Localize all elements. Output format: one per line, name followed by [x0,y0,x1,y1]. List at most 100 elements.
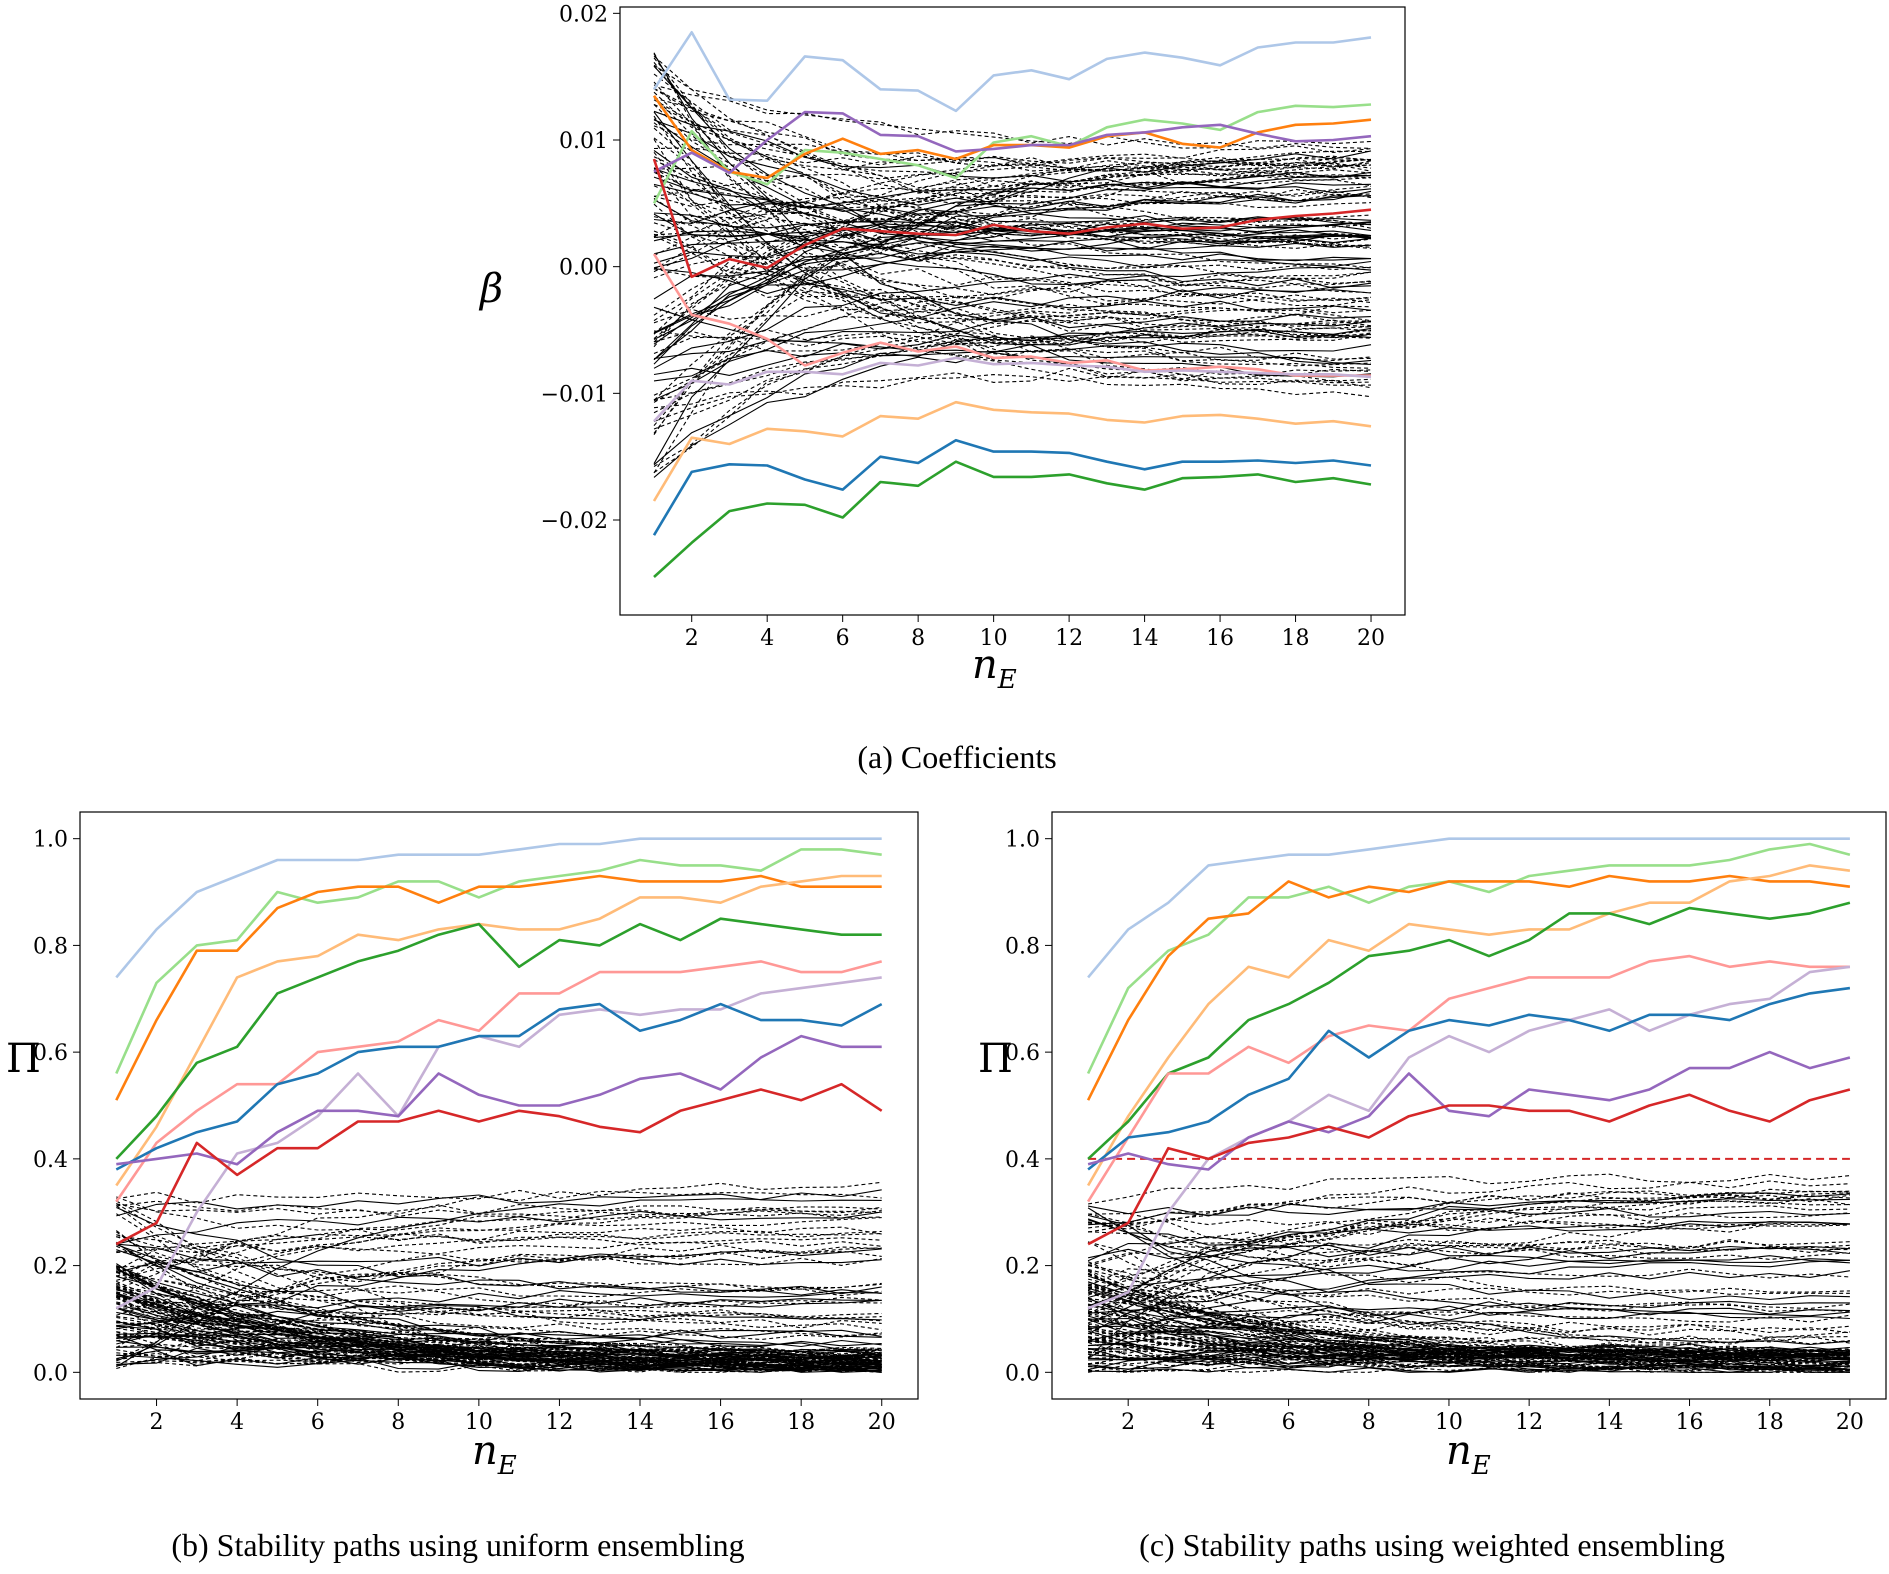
panel-a-coefficients: 2 4 6 8 10 12 14 16 18 20 0.020.010.00−0.01−0.02 … [478,2,1406,775]
x-tick-label: 18 [787,1410,815,1435]
y-tick-label: 0.01 [559,129,608,154]
background-feature-line [1087,1300,1850,1342]
background-feature-line [116,1193,882,1217]
y-tick-label: 0.02 [559,2,608,27]
background-feature-line [1087,1205,1850,1218]
series-line-orange [1086,874,1851,1101]
background-feature-line [653,230,1372,337]
background-feature-line [116,1287,882,1304]
series-line-light-green [115,848,882,1075]
background-feature-line [653,155,1372,343]
background-feature-line [116,1206,882,1296]
background-feature-line [653,185,1372,278]
background-feature-line [653,203,1372,339]
x-tick-label: 10 [980,626,1008,651]
series-line-purple [116,1034,882,1166]
background-feature-line [1087,1287,1850,1371]
x-tick-label: 2 [150,1410,164,1435]
series-line-pink [652,253,1371,377]
background-feature-line [653,289,1372,401]
panel-b-uniform-stability: 2 4 6 8 10 12 14 16 18 20 0.0 0.2 0.4 0.6 0.8 1.0 nE Π… [6,811,919,1563]
background-feature-line [653,233,1372,323]
background-feature-line [1088,1311,1850,1361]
series-line-orange [115,874,882,1101]
background-feature-line [653,190,1372,236]
x-tick-label: 20 [1836,1410,1864,1435]
background-feature-line [1088,1366,1850,1373]
background-feature-line [1087,1259,1850,1359]
x-tick-label: 6 [836,626,850,651]
background-feature-line [653,110,1372,194]
x-tick-label: 4 [760,626,774,651]
x-tick-label: 18 [1756,1410,1784,1435]
background-feature-line [116,1267,882,1373]
background-feature-line [116,1343,882,1369]
panel-a-x-label-main: n [972,642,998,688]
background-feature-line [1087,1273,1850,1353]
background-feature-line [653,156,1372,434]
background-feature-line [653,81,1372,367]
background-feature-line [1087,1332,1850,1369]
x-tick-label: 10 [465,1410,493,1435]
series-line-light-blue [115,837,882,979]
background-feature-line [1087,1291,1850,1354]
background-feature-line [1087,1278,1850,1367]
background-feature-line [1087,1212,1850,1291]
background-feature-line [653,369,1372,423]
background-feature-line [1088,1349,1850,1366]
background-feature-line [1087,1284,1850,1334]
background-feature-line [653,195,1372,228]
background-feature-line [653,329,1372,345]
panel-c-x-label-sub: E [1471,1451,1491,1481]
background-feature-line [1087,1205,1850,1296]
background-feature-line [116,1329,882,1367]
series-line-lavender [115,976,882,1310]
y-tick-label: 0.8 [33,934,68,959]
series-line-pink [115,960,883,1203]
background-feature-line [116,1189,882,1204]
background-feature-line [653,168,1372,316]
y-tick-label: 0.6 [1005,1041,1040,1066]
series-line-orange [652,94,1372,180]
background-feature-line [1088,1341,1850,1357]
background-feature-line [653,329,1372,478]
background-feature-line [653,221,1372,334]
x-tick-label: 16 [1676,1410,1704,1435]
background-feature-line [1087,1318,1850,1332]
panel-a-series [652,30,1372,578]
background-feature-line [653,294,1372,474]
background-feature-line [116,1234,882,1290]
series-line-light-blue [652,30,1372,113]
background-feature-line [1087,1213,1850,1295]
background-feature-line [653,118,1372,261]
y-tick-label: 0.00 [559,256,608,281]
background-feature-line [116,1286,882,1322]
background-feature-line [653,193,1372,345]
background-feature-line [653,185,1372,401]
background-feature-line [653,159,1372,287]
background-feature-line [653,214,1372,279]
background-feature-line [653,333,1372,355]
background-feature-line [653,182,1372,225]
background-feature-line [116,1255,882,1274]
background-feature-line [653,65,1372,249]
background-feature-line [1088,1222,1850,1249]
background-feature-line [653,119,1372,226]
background-feature-line [116,1291,882,1341]
background-feature-line [1088,1213,1850,1260]
series-line-light-blue [1087,837,1850,979]
series-line-blue [1087,986,1851,1171]
y-tick-label: 0.6 [33,1041,68,1066]
background-feature-line [116,1236,882,1266]
x-tick-label: 14 [1131,626,1159,651]
panel-a-y-ticks: 0.02 0.01 0.00 −0.01 −0.02 [541,2,620,534]
background-feature-line [653,87,1372,187]
panel-b-x-label-main: n [472,1428,498,1474]
background-feature-line [116,1200,882,1331]
x-tick-label: 2 [1121,1410,1135,1435]
background-feature-line [116,1235,882,1329]
background-feature-line [653,268,1372,311]
background-feature-line [1087,1318,1850,1353]
panel-b-y-label: Π [6,1036,41,1082]
